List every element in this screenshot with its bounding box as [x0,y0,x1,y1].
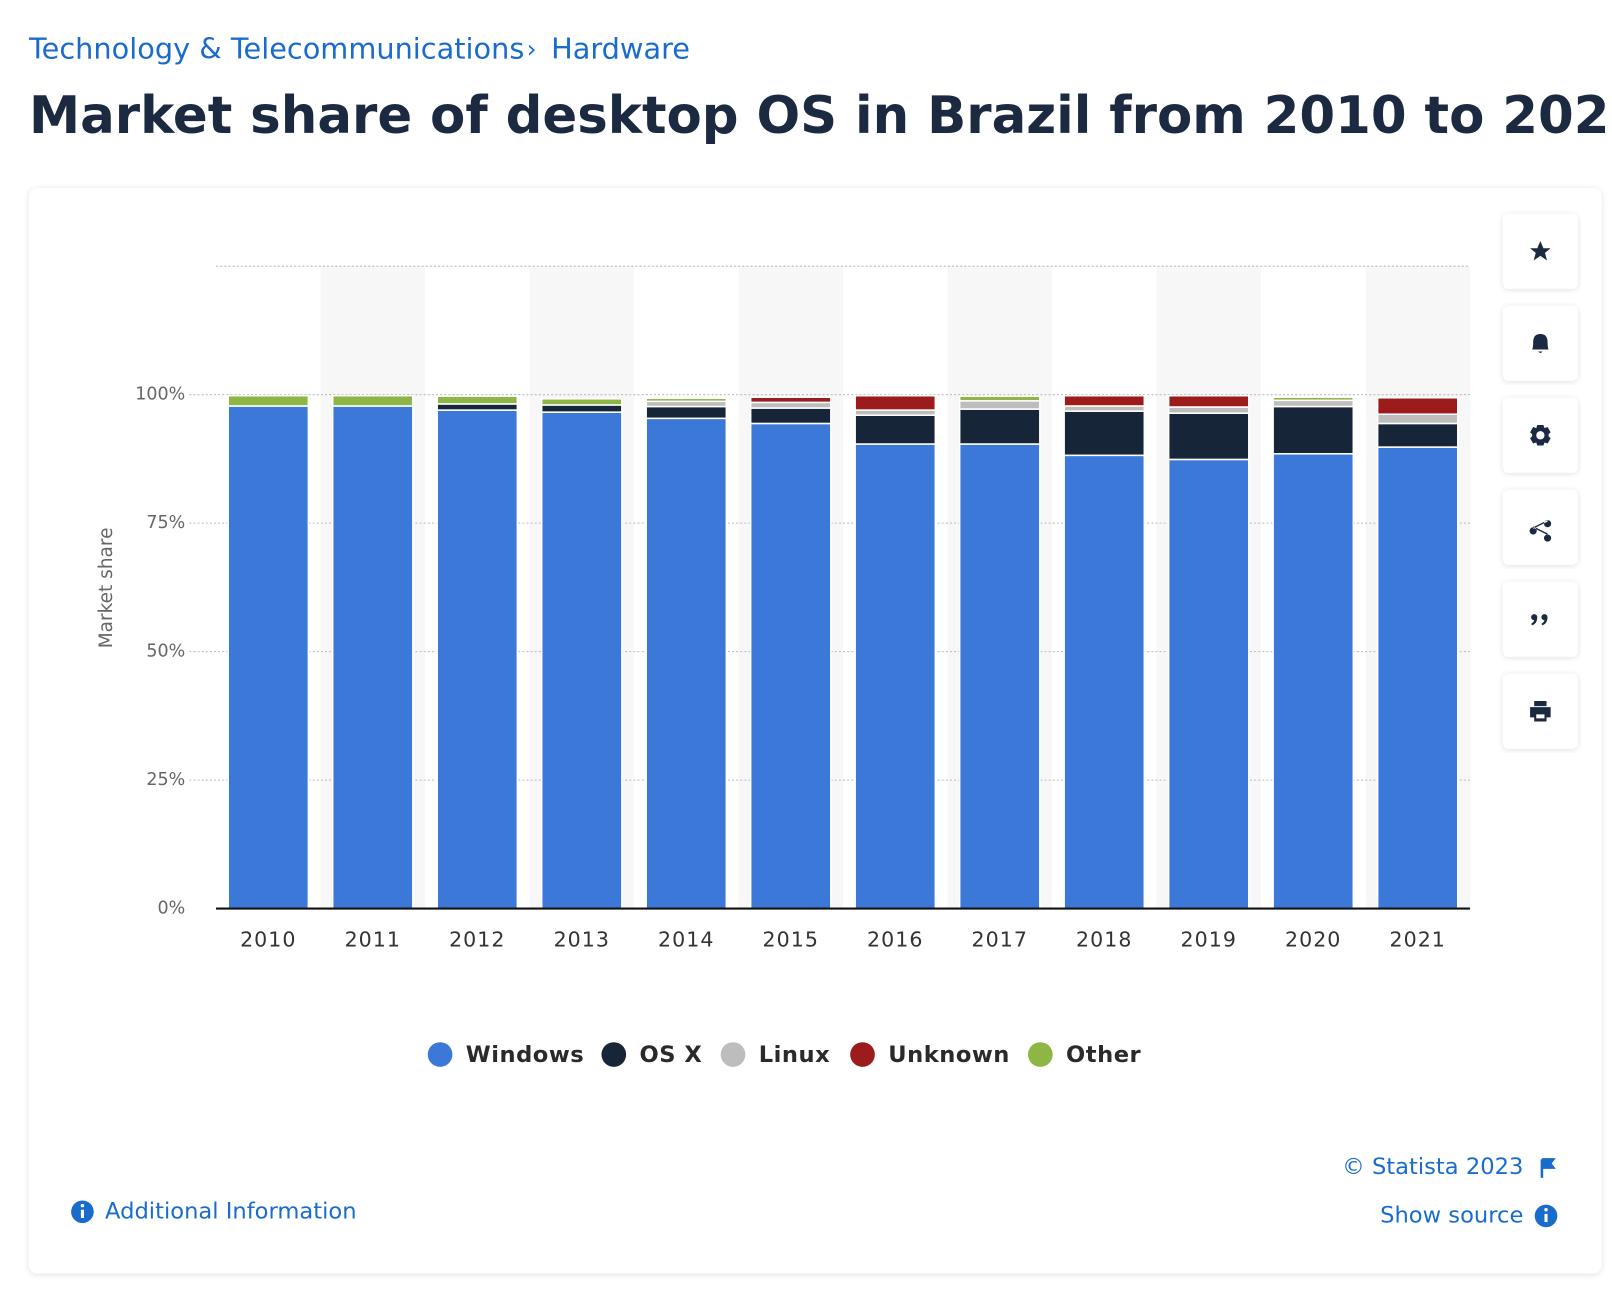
show-source[interactable]: Show source [1380,1202,1523,1228]
bar-segment [1063,454,1146,910]
breadcrumb-separator: › [527,34,537,63]
bar-segment [958,400,1041,410]
info-icon-glyph [1544,1207,1548,1212]
legend-label[interactable]: Other [1066,1042,1142,1068]
legend-marker[interactable] [720,1042,746,1067]
bar-segment [749,407,832,425]
breadcrumb-link[interactable]: Hardware [551,31,690,65]
button-icon [1529,520,1552,542]
x-tick-label: 2017 [972,927,1028,951]
bar-segment [1167,406,1250,414]
legend-marker[interactable] [1028,1042,1053,1067]
bar-segment [1376,396,1459,415]
bar-segment [1063,394,1146,407]
bar-segment [1376,413,1459,425]
bar-segment [227,405,310,910]
breadcrumb-link[interactable]: Technology & Telecommunications [28,31,524,65]
x-tick-label: 2016 [867,927,923,951]
info-icon-glyph [80,1209,84,1218]
copyright[interactable]: © Statista 2023 [1342,1154,1523,1180]
y-tick-label: 0% [157,899,185,919]
bar-segment [436,403,519,411]
flag-icon[interactable] [1540,1158,1556,1178]
bar-segment [331,405,414,910]
bar-segment [958,443,1041,910]
x-tick-label: 2012 [449,927,505,951]
bar-segment [1272,399,1355,408]
y-axis-title: Market share [96,528,117,649]
legend-label[interactable]: Linux [759,1042,831,1068]
legend-label[interactable]: OS X [639,1042,702,1068]
bar-segment [436,409,519,910]
bar-segment [1167,412,1250,461]
bar-segment [1376,422,1459,448]
x-tick-label: 2014 [658,927,714,951]
bar-segment [854,414,937,445]
bar-segment [1272,396,1355,402]
button-icon [1530,241,1551,261]
x-tick-label: 2020 [1285,927,1341,951]
bar-segment [1167,458,1250,910]
x-tick-label: 2010 [240,927,296,951]
bar-segment [854,394,937,411]
bar-segment [1376,446,1459,910]
additional-information[interactable]: Additional Information [105,1198,357,1224]
x-tick-label: 2013 [554,927,610,951]
bar-segment [645,405,728,420]
bar-segment [540,404,623,413]
y-tick-label: 25% [146,770,185,790]
bar-segment [1167,394,1250,408]
settings-button[interactable] [1502,397,1578,473]
bar-segment [540,411,623,910]
button-icon [1530,700,1551,722]
bar-segment [749,422,832,910]
bar-segment [958,408,1041,445]
x-tick-label: 2011 [345,927,401,951]
bar-segment [227,394,310,407]
info-icon-glyph [80,1203,85,1208]
y-tick-label: 50% [146,642,185,662]
x-tick-label: 2018 [1076,927,1132,951]
bar-segment [540,398,623,406]
cite-button[interactable] [1502,581,1578,657]
bar-segment [645,417,728,910]
bar-segment [1272,453,1355,910]
bar-segment [331,394,414,407]
share-button[interactable] [1502,489,1578,565]
chart-title: Market share of desktop OS in Brazil fro… [29,86,1612,146]
x-tick-label: 2021 [1390,927,1446,951]
bar-segment [749,401,832,409]
bar-segment [854,443,937,910]
toolbar [1502,213,1578,749]
bar-segment [1272,405,1355,455]
button-icon [1532,334,1549,354]
button-icon [1530,424,1551,446]
x-tick-label: 2019 [1181,927,1237,951]
legend-label[interactable]: Windows [466,1042,584,1068]
x-tick-label: 2015 [763,927,819,951]
bar-segment [749,396,832,404]
legend-marker[interactable] [850,1042,875,1067]
legend-marker[interactable] [427,1042,453,1067]
button-icon [1531,614,1548,626]
legend-marker[interactable] [601,1042,627,1067]
y-tick-label: 100% [135,385,185,405]
bar-segment [958,395,1041,402]
bar-segment [436,395,519,405]
info-icon-glyph [1544,1213,1548,1223]
legend-label[interactable]: Unknown [888,1042,1010,1068]
bar-segment [1063,410,1146,457]
y-tick-label: 75% [146,513,185,533]
bar-segment [645,397,728,403]
